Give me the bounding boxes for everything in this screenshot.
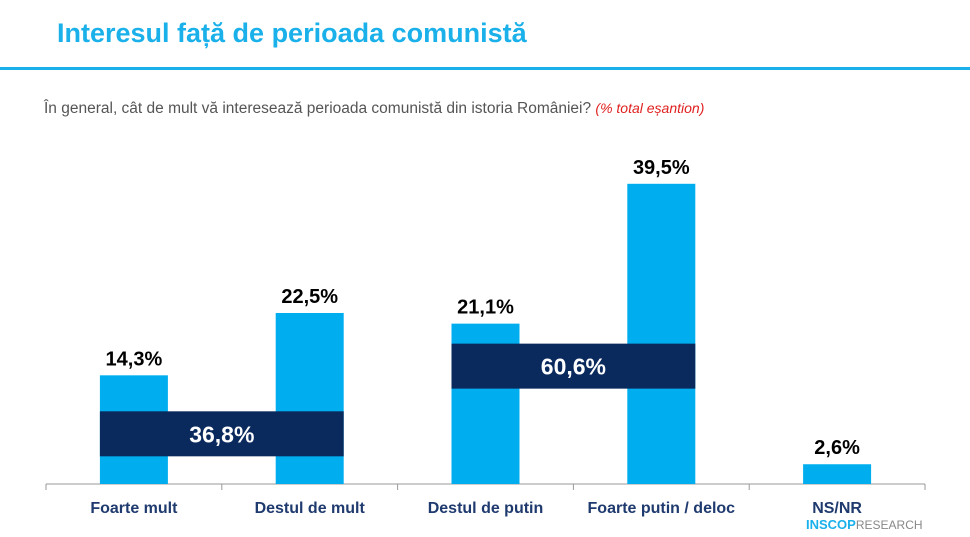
group-total-label: 60,6% (541, 354, 606, 380)
data-label: 2,6% (814, 437, 860, 459)
bar (275, 313, 344, 484)
group-total-band (451, 343, 696, 389)
question-text: În general, cât de mult vă interesează p… (44, 100, 592, 117)
data-label: 14,3% (106, 348, 163, 370)
data-label: 39,5% (633, 157, 690, 179)
category-label: Foarte mult (90, 500, 178, 517)
category-label: Destul de mult (255, 500, 366, 517)
group-total-band (99, 411, 344, 457)
bar (803, 464, 872, 484)
page-title: Interesul față de perioada comunistă (57, 18, 527, 48)
data-label: 22,5% (281, 286, 338, 308)
question-note: (% total eșantion) (595, 100, 705, 116)
logo-brand: INSCOP (806, 517, 856, 532)
logo-suffix: RESEARCH (855, 518, 923, 532)
category-label: Destul de putin (428, 500, 544, 517)
group-total-label: 36,8% (189, 421, 254, 447)
title-divider (0, 67, 970, 70)
category-label: Foarte putin / deloc (588, 500, 736, 517)
survey-question: În general, cât de mult vă interesează p… (44, 100, 704, 118)
inscop-logo: INSCOPRESEARCH (806, 517, 923, 532)
bar (627, 183, 696, 485)
category-label: NS/NR (812, 500, 862, 517)
data-label: 21,1% (457, 297, 514, 319)
